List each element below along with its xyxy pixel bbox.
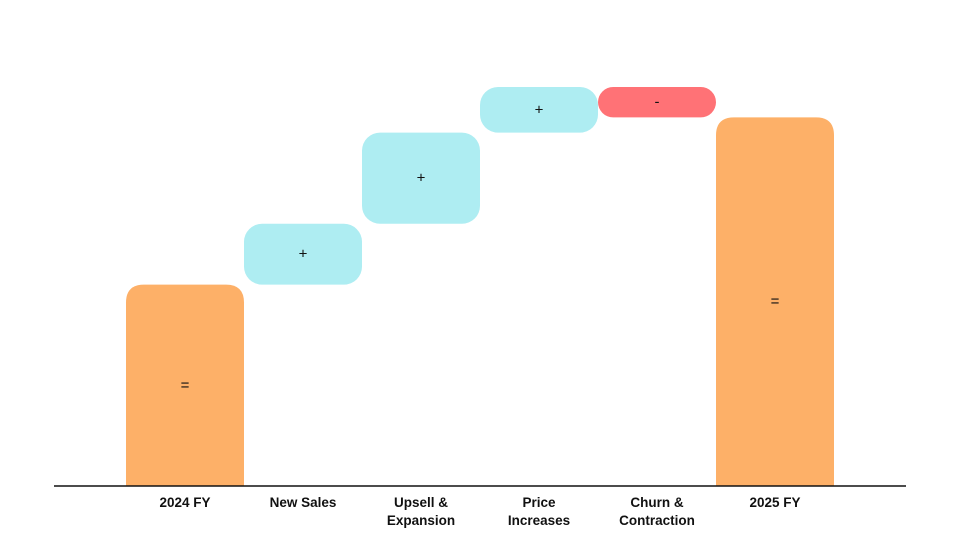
category-label-3-line-0: Price bbox=[522, 495, 556, 510]
category-label-4-line-1: Contraction bbox=[619, 513, 695, 528]
bar-3-increase bbox=[480, 87, 598, 133]
category-label-1: New Sales bbox=[270, 495, 337, 510]
category-label-1-line-0: New Sales bbox=[270, 495, 337, 510]
category-label-3-line-1: Increases bbox=[508, 513, 570, 528]
category-label-3: Price Increases bbox=[508, 495, 570, 528]
category-label-5: 2025 FY bbox=[749, 495, 800, 510]
bar-1-sign-label: + bbox=[299, 246, 308, 263]
bar-0-sign-label: = bbox=[181, 377, 190, 394]
category-label-0: 2024 FY bbox=[159, 495, 210, 510]
bar-2-increase bbox=[362, 132, 480, 224]
bar-4-decrease bbox=[598, 87, 716, 118]
category-label-0-line-0: 2024 FY bbox=[159, 495, 210, 510]
category-label-2-line-1: Expansion bbox=[387, 513, 455, 528]
category-labels: 2024 FY New Sales Upsell & Expansion Price In… bbox=[159, 495, 800, 528]
bar-5-total bbox=[716, 117, 834, 487]
category-label-2: Upsell & Expansion bbox=[387, 495, 455, 528]
bar-0-total bbox=[126, 284, 244, 486]
bar-1-increase bbox=[244, 223, 362, 285]
category-label-4: Churn & Contraction bbox=[619, 495, 695, 528]
bar-2-sign-label: + bbox=[417, 170, 426, 187]
category-label-5-line-0: 2025 FY bbox=[749, 495, 800, 510]
category-label-4-line-0: Churn & bbox=[630, 495, 683, 510]
bars-layer: = + + + - = bbox=[126, 87, 834, 487]
category-label-2-line-0: Upsell & bbox=[394, 495, 448, 510]
bar-3-sign-label: + bbox=[535, 101, 544, 118]
bar-5-sign-label: = bbox=[771, 293, 780, 310]
bar-4-sign-label: - bbox=[655, 94, 660, 111]
